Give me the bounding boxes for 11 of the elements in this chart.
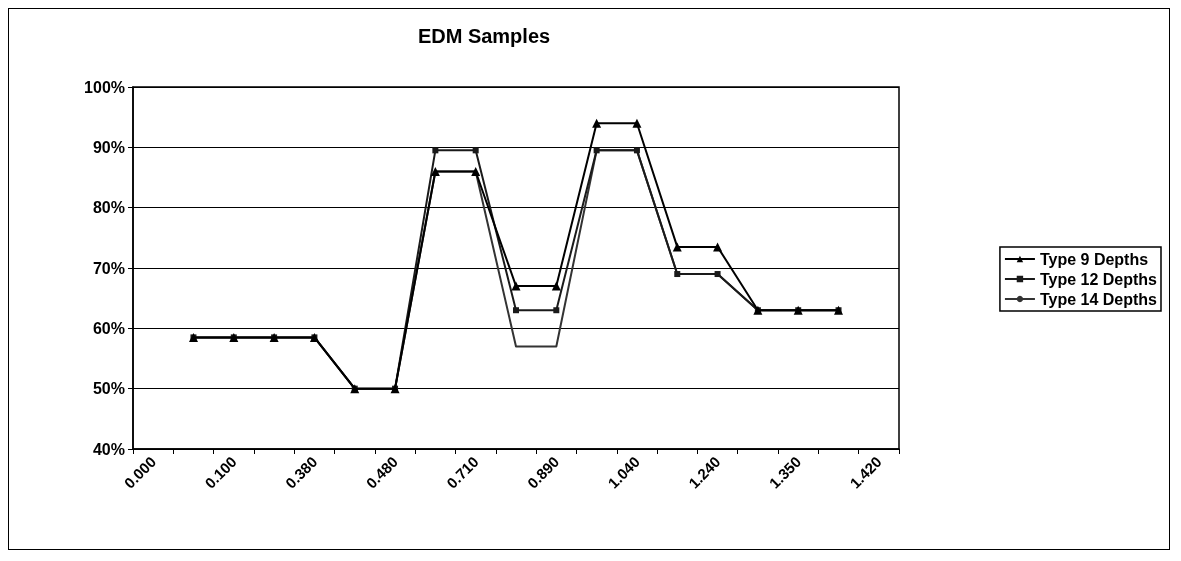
y-tick-label: 50%: [92, 380, 125, 398]
y-tick-label: 80%: [92, 199, 125, 217]
legend-label: Type 12 Depths: [1039, 270, 1158, 288]
legend-label: Type 14 Depths: [1039, 290, 1158, 308]
y-tick-label: 40%: [92, 440, 125, 458]
y-tick-label: 90%: [92, 138, 125, 156]
y-tick-label: 100%: [84, 78, 125, 96]
legend-label: Type 9 Depths: [1039, 250, 1149, 268]
y-tick-label: 60%: [92, 319, 125, 337]
chart-title: EDM Samples: [417, 25, 551, 47]
y-tick-label: 70%: [92, 259, 125, 277]
